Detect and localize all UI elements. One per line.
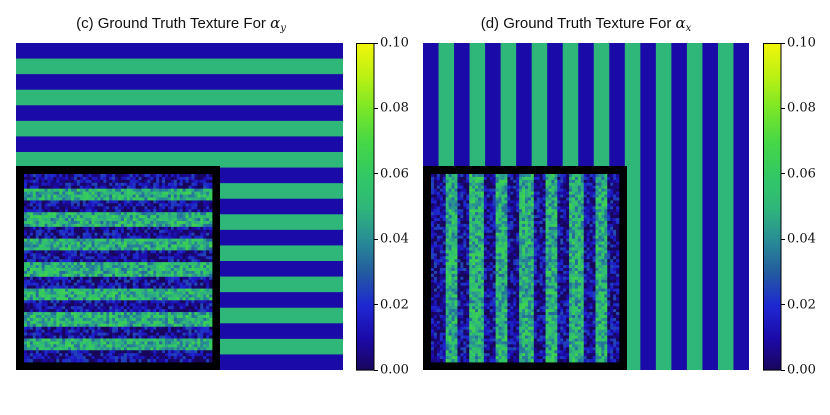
colorbar-tick-label: 0.00 xyxy=(787,362,816,378)
title-symbol-d: α xyxy=(675,14,686,32)
stripe xyxy=(686,43,703,370)
inset-noisy-texture xyxy=(431,174,620,363)
colorbar-tick xyxy=(781,42,785,44)
stripe xyxy=(16,152,343,169)
stripe xyxy=(16,74,343,91)
stripe xyxy=(16,43,343,60)
stripe xyxy=(16,120,343,137)
colorbar-svg-c xyxy=(356,43,375,371)
title-subscript-d: x xyxy=(685,23,692,34)
stripe xyxy=(655,43,672,370)
colorbar-tick-label: 0.04 xyxy=(380,231,409,247)
heatmap-svg-c xyxy=(16,43,343,370)
colorbar-d: 0.00 0.02 0.04 0.06 0.08 0.10 xyxy=(763,36,816,378)
stripe xyxy=(671,43,688,370)
title-text-c: (c) Ground Truth Texture For xyxy=(76,15,266,32)
chart-title-c: (c) Ground Truth Texture For αy xyxy=(16,14,346,34)
colorbar-tick xyxy=(781,173,785,175)
colorbar-tick xyxy=(781,238,785,240)
colorbar-tick-label: 0.08 xyxy=(380,100,409,116)
colorbar-tick xyxy=(374,304,378,306)
stripe xyxy=(16,136,343,153)
colorbar-tick xyxy=(374,107,378,109)
stripe xyxy=(702,43,719,370)
colorbar-tick xyxy=(374,42,378,44)
heatmap-svg-d xyxy=(423,43,749,370)
chart-title-d: (d) Ground Truth Texture For αx xyxy=(423,14,749,34)
colorbar-tick-label: 0.06 xyxy=(380,166,409,182)
title-subscript-c: y xyxy=(280,23,286,34)
colorbar-tick-label: 0.08 xyxy=(787,100,816,116)
colorbar-tick xyxy=(374,238,378,240)
colorbar-tick-label: 0.04 xyxy=(787,231,816,247)
title-symbol-c: α xyxy=(270,14,281,32)
colorbar-tick-label: 0.02 xyxy=(787,297,816,313)
colorbar-tick xyxy=(374,173,378,175)
colorbar-tick-label: 0.00 xyxy=(380,362,409,378)
stripe xyxy=(16,105,343,122)
stripe xyxy=(717,43,734,370)
colorbar-svg-d xyxy=(763,43,782,371)
heatmap-c xyxy=(16,43,343,370)
colorbar-tick-label: 0.02 xyxy=(380,297,409,313)
stripe xyxy=(624,43,641,370)
stripe xyxy=(640,43,657,370)
colorbar-tick xyxy=(781,369,785,371)
colorbar-tick xyxy=(781,304,785,306)
colorbar-tick-label: 0.10 xyxy=(787,35,816,51)
title-text-d: (d) Ground Truth Texture For xyxy=(480,15,672,32)
stripe xyxy=(733,43,749,370)
colorbar-tick xyxy=(781,107,785,109)
colorbar-c: 0.00 0.02 0.04 0.06 0.08 0.10 xyxy=(356,36,409,378)
inset-noisy-texture xyxy=(24,174,213,363)
colorbar-tick-label: 0.06 xyxy=(787,166,816,182)
colorbar-tick-label: 0.10 xyxy=(380,35,409,51)
stripe xyxy=(16,89,343,106)
heatmap-d xyxy=(423,43,749,370)
colorbar-tick xyxy=(374,369,378,371)
stripe xyxy=(16,58,343,75)
